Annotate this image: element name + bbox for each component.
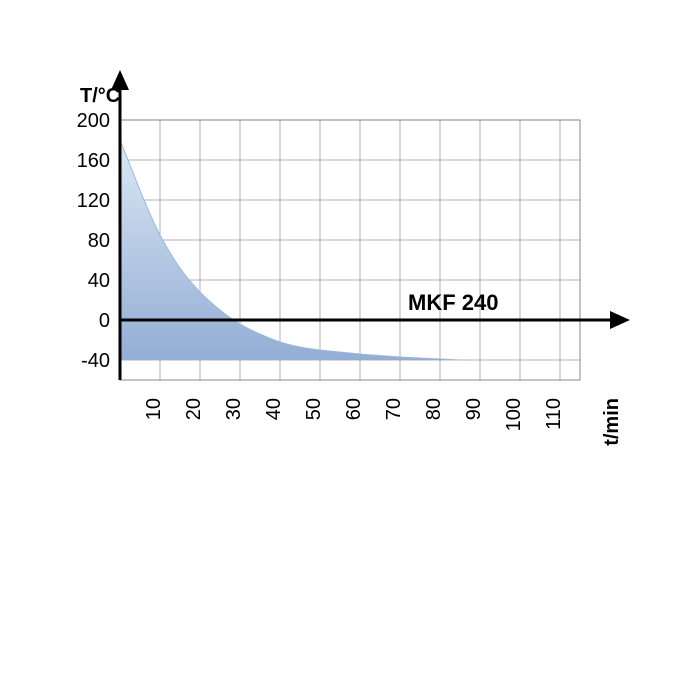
x-tick-label: 100 — [503, 398, 525, 431]
y-tick-label: 0 — [99, 310, 110, 332]
y-tick-label: 80 — [88, 230, 110, 252]
y-tick-label: 200 — [77, 110, 110, 132]
y-tick-label: 40 — [88, 270, 110, 292]
x-tick-label: 40 — [263, 398, 285, 420]
x-tick-label: 70 — [383, 398, 405, 420]
y-axis-title: T/°C — [80, 85, 120, 107]
y-tick-label: 120 — [77, 190, 110, 212]
x-tick-label: 110 — [543, 398, 565, 430]
x-tick-label: 30 — [223, 398, 245, 420]
x-tick-label: 50 — [303, 398, 325, 420]
x-tick-label: 90 — [463, 398, 485, 420]
x-tick-label: 20 — [183, 398, 205, 420]
x-tick-label: 10 — [143, 398, 165, 420]
series-label: MKF 240 — [408, 290, 498, 315]
y-tick-label: 160 — [77, 150, 110, 172]
cooling-curve-chart: 10 20 30 40 50 60 70 80 90 100 110 t/min -40 0 40 80 120… — [0, 0, 700, 700]
x-tick-label: 80 — [423, 398, 445, 420]
x-axis-title: t/min — [601, 398, 623, 446]
y-tick-label: -40 — [81, 350, 110, 372]
x-tick-label: 60 — [343, 398, 365, 420]
